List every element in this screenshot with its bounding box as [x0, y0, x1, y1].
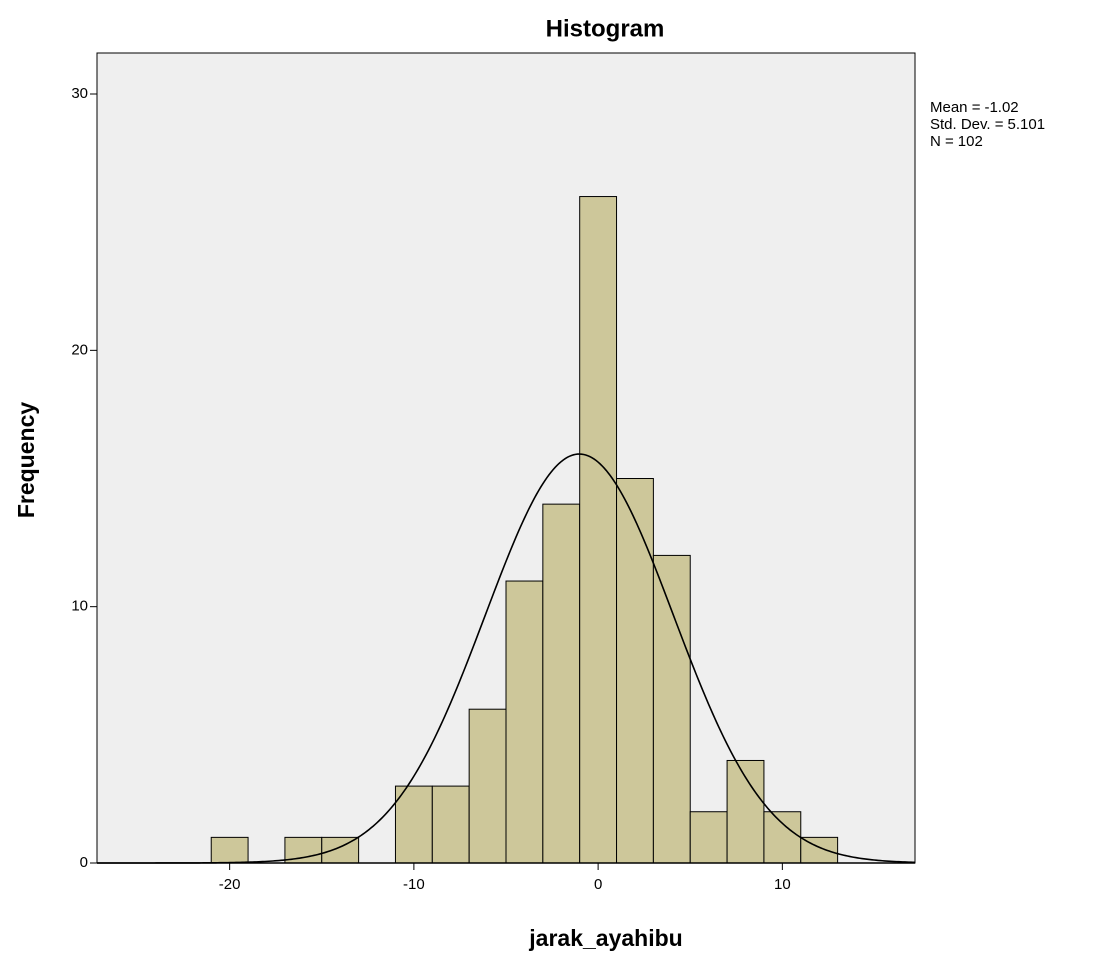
x-tick-label: -10: [403, 876, 425, 893]
bar: [542, 503, 581, 864]
x-axis-title: jarak_ayahibu: [528, 925, 682, 951]
bar: [394, 785, 433, 864]
stat-value: -1.02: [984, 99, 1018, 116]
bar: [579, 196, 618, 864]
stat-value: 102: [958, 133, 983, 150]
stat-text: N = 102: [930, 133, 983, 150]
bar: [505, 580, 544, 864]
bar: [468, 708, 507, 864]
bar: [210, 836, 249, 864]
y-tick-label: 30: [71, 85, 88, 102]
bar: [763, 811, 802, 864]
bar: [616, 478, 654, 864]
stat-value: 5.101: [1008, 116, 1046, 133]
bar: [431, 785, 470, 864]
x-tick-label: 0: [594, 876, 602, 893]
y-tick-label: 20: [71, 341, 88, 358]
stat-label: Mean =: [930, 99, 981, 116]
y-tick-label: 0: [80, 854, 88, 871]
stat-text: Mean = -1.02: [930, 99, 1019, 116]
chart-title: Histogram: [546, 15, 665, 42]
y-axis-title: Frequency: [13, 402, 39, 519]
x-tick-label: 10: [774, 876, 791, 893]
x-tick-label: -20: [219, 876, 241, 893]
stat-label: Std. Dev. =: [930, 116, 1004, 133]
bar: [689, 811, 728, 864]
bar: [652, 554, 691, 864]
stat-label: N =: [930, 133, 954, 150]
y-tick-label: 10: [71, 598, 88, 615]
stat-text: Std. Dev. = 5.101: [930, 116, 1045, 133]
